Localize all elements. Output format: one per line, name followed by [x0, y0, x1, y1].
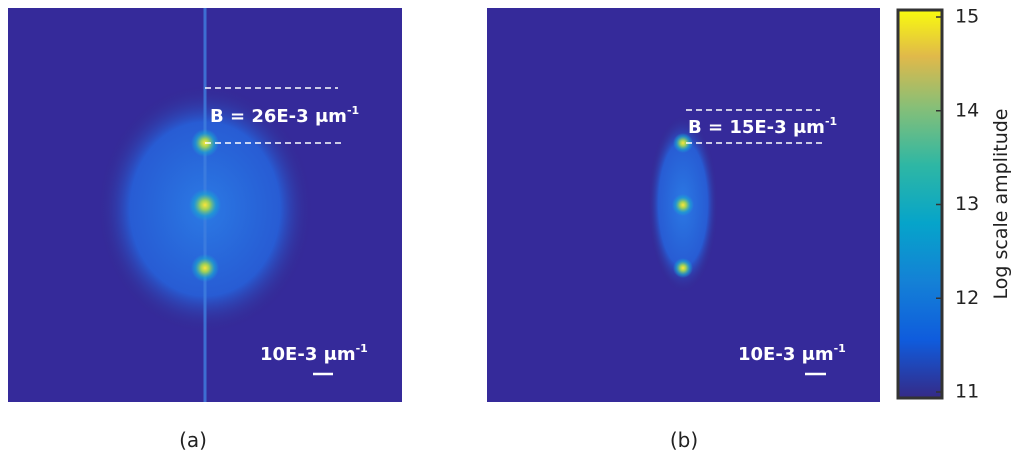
- colorbar: Log scale amplitude 11 12 13 14 15: [896, 6, 1012, 403]
- peak: [189, 189, 221, 221]
- colorbar-gradient: [896, 8, 944, 400]
- annotation: B = 15E-3 μm-1: [688, 115, 837, 138]
- scale-label: 10E-3 μm-1: [260, 342, 368, 365]
- caption: (b): [670, 428, 698, 452]
- peak: [673, 258, 693, 278]
- panel-a: B = 26E-3 μm-1 10E-3 μm-1 (a): [8, 8, 402, 452]
- tick-label: 12: [955, 287, 979, 309]
- colorbar-label: Log scale amplitude: [990, 109, 1012, 300]
- panel-b: B = 15E-3 μm-1 10E-3 μm-1 (b): [487, 8, 880, 452]
- peak: [673, 133, 693, 153]
- tick-label: 15: [955, 6, 979, 28]
- peak: [672, 194, 694, 216]
- tick-label: 14: [955, 99, 979, 121]
- annotation: B = 26E-3 μm-1: [210, 104, 359, 127]
- peak: [191, 254, 219, 282]
- scale-label: 10E-3 μm-1: [738, 342, 846, 365]
- tick-label: 13: [955, 193, 979, 215]
- caption: (a): [179, 428, 207, 452]
- tick-label: 11: [955, 381, 979, 403]
